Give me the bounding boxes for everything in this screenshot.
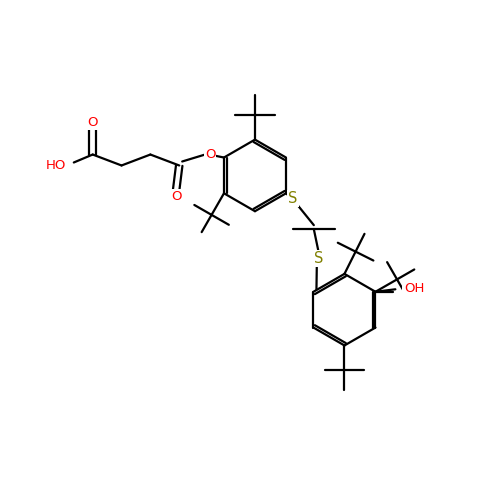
Text: O: O (205, 148, 216, 161)
Text: S: S (314, 252, 324, 266)
Text: HO: HO (46, 159, 66, 172)
Text: S: S (288, 191, 298, 206)
Text: OH: OH (404, 282, 424, 296)
Text: O: O (88, 116, 98, 128)
Text: OH: OH (403, 286, 423, 298)
Text: O: O (171, 190, 181, 203)
